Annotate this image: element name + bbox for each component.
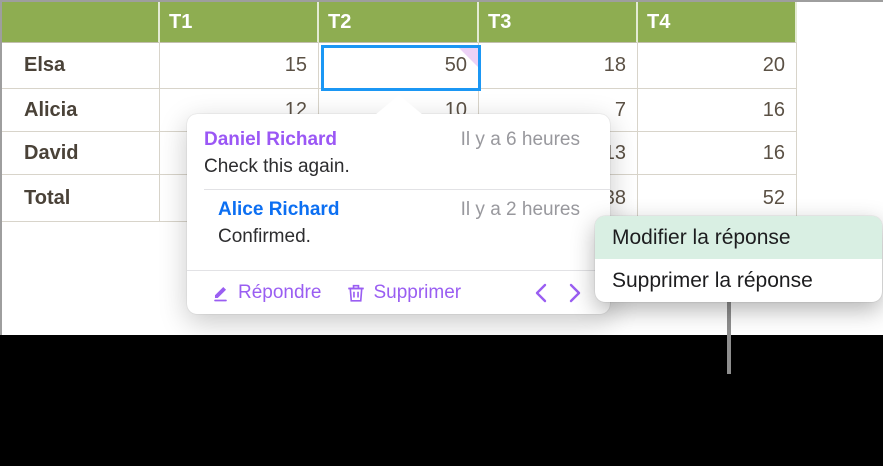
- previous-comment-button[interactable]: [534, 283, 548, 303]
- comment-reply-item: Alice Richard Il y a 2 heures: [187, 199, 610, 221]
- spreadsheet-canvas: T1 T2 T3 T4 Elsa 15 50 18 20 Alicia 12 1…: [0, 0, 883, 335]
- context-menu: Modifier la réponse Supprimer la réponse: [595, 216, 882, 302]
- row-header-elsa[interactable]: Elsa: [2, 43, 160, 89]
- cell-david-t4[interactable]: 16: [638, 132, 797, 175]
- cell-total-t4[interactable]: 52: [638, 175, 797, 222]
- comment-item: Daniel Richard Il y a 6 heures: [187, 129, 610, 151]
- comment-divider: [204, 189, 610, 190]
- cell-alicia-t4[interactable]: 16: [638, 89, 797, 132]
- comment-timestamp: Il y a 2 heures: [460, 199, 580, 220]
- trash-icon: [347, 283, 365, 303]
- comment-indicator-icon[interactable]: [459, 48, 478, 67]
- popover-arrow-icon: [375, 95, 423, 115]
- row-header-total[interactable]: Total: [2, 175, 160, 222]
- corner-header-cell[interactable]: [2, 2, 160, 43]
- popover-toolbar: Répondre Supprimer: [187, 270, 610, 314]
- column-header-t1[interactable]: T1: [160, 2, 319, 43]
- menu-item-delete-reply[interactable]: Supprimer la réponse: [612, 268, 813, 292]
- delete-button[interactable]: Supprimer: [347, 282, 461, 304]
- cell-elsa-t3[interactable]: 18: [479, 43, 638, 89]
- delete-button-label: Supprimer: [373, 281, 462, 303]
- reply-button-label: Répondre: [238, 281, 322, 303]
- column-header-t4[interactable]: T4: [638, 2, 797, 43]
- comment-text: Confirmed.: [218, 226, 311, 247]
- pencil-icon: [211, 283, 230, 302]
- comment-popover: Daniel Richard Il y a 6 heures Check thi…: [187, 95, 610, 314]
- comment-text: Check this again.: [204, 156, 350, 177]
- reply-button[interactable]: Répondre: [211, 282, 321, 304]
- callout-line: [727, 300, 731, 374]
- selected-cell-outline[interactable]: [321, 45, 481, 91]
- comment-author: Alice Richard: [218, 199, 340, 220]
- cell-elsa-t4[interactable]: 20: [638, 43, 797, 89]
- row-header-alicia[interactable]: Alicia: [2, 89, 160, 132]
- menu-item-edit-reply[interactable]: Modifier la réponse: [595, 216, 882, 259]
- next-comment-button[interactable]: [568, 283, 582, 303]
- column-header-t3[interactable]: T3: [479, 2, 638, 43]
- column-header-t2[interactable]: T2: [319, 2, 479, 43]
- row-header-david[interactable]: David: [2, 132, 160, 175]
- cell-elsa-t1[interactable]: 15: [160, 43, 319, 89]
- comment-timestamp: Il y a 6 heures: [460, 129, 580, 150]
- comment-author: Daniel Richard: [204, 129, 338, 150]
